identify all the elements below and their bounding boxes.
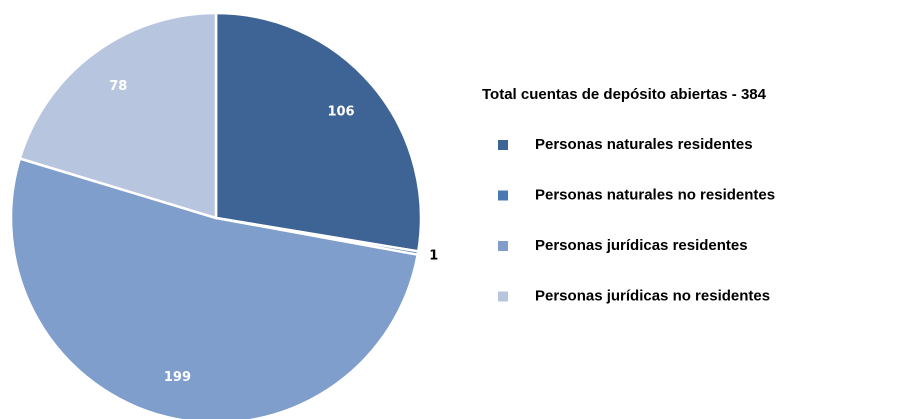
legend-title: Total cuentas de depósito abiertas - 384 (482, 86, 767, 103)
data-label: 106 (327, 104, 354, 119)
legend-swatch (498, 291, 508, 302)
data-label: 78 (109, 79, 127, 94)
legend-label: Personas jurídicas residentes (535, 237, 748, 254)
pie-slice (214, 11, 423, 253)
pie-slice (9, 156, 420, 419)
legend-label: Personas naturales residentes (535, 136, 753, 153)
data-label: 199 (164, 370, 191, 385)
legend-label: Personas naturales no residentes (535, 186, 775, 203)
data-label: 1 (429, 248, 438, 263)
legend-swatch (498, 241, 508, 251)
pie-slice (18, 11, 218, 220)
legend-swatch (498, 140, 508, 150)
legend-label: Personas jurídicas no residentes (535, 287, 770, 304)
legend-swatch (498, 190, 508, 201)
